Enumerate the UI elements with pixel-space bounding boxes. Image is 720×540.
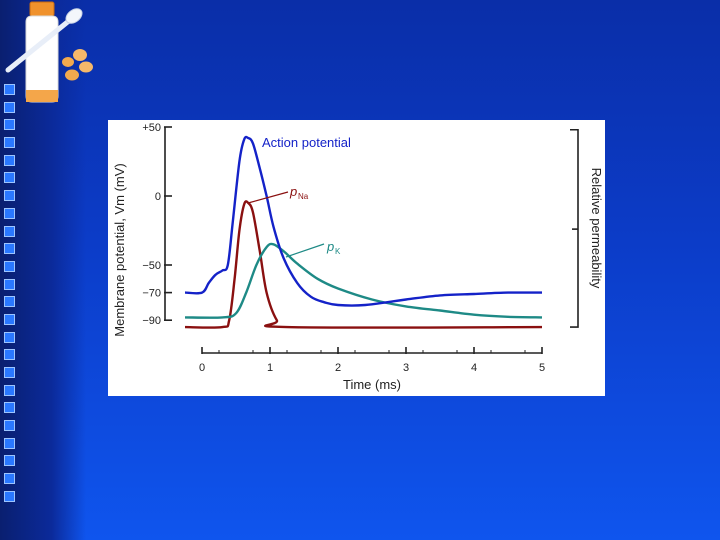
bullet-square	[4, 296, 15, 308]
annotation-pk: p	[326, 239, 334, 254]
chart-svg: +50 0 −50 −70 −90 Membrane potential, Vm (mV)…	[112, 122, 604, 392]
series-line-action-potential	[184, 135, 543, 307]
annotation-leader-pk	[285, 243, 325, 258]
chart-labels-group: +50 0 −50 −70 −90 Membrane potential, Vm (mV)…	[112, 122, 604, 392]
y-tick-label: −50	[142, 260, 161, 272]
bullet-square	[4, 84, 15, 95]
bullet-square	[4, 349, 15, 361]
bullet-square	[4, 455, 15, 467]
annotation-leader-pna	[247, 191, 289, 204]
y-tick-label: 0	[155, 191, 161, 203]
y-tick-label: −70	[142, 288, 161, 300]
bullet-square	[4, 243, 15, 255]
bullet-square	[4, 190, 15, 202]
bullet-square	[4, 331, 15, 343]
bullet-square	[4, 473, 15, 485]
bullet-squares-column	[4, 84, 20, 509]
bullet-square	[4, 313, 15, 325]
bullet-square	[4, 367, 15, 378]
bullet-square	[4, 137, 15, 149]
action-potential-chart: +50 0 −50 −70 −90 Membrane potential, Vm (mV)…	[108, 120, 605, 396]
bullet-square	[4, 154, 15, 166]
x-tick-label: 5	[539, 362, 545, 374]
bullet-square	[4, 278, 15, 290]
bullet-square	[4, 384, 15, 396]
y-tick-label: −90	[142, 315, 161, 327]
x-tick-label: 3	[403, 362, 409, 374]
x-tick-label: 4	[471, 362, 477, 374]
chart-series-group	[184, 135, 543, 329]
x-tick-label: 2	[335, 362, 341, 374]
bullet-square	[4, 437, 15, 449]
x-tick-label: 1	[267, 362, 273, 374]
bullet-square	[4, 420, 15, 432]
bullet-square	[4, 119, 15, 131]
bullet-square	[4, 207, 15, 219]
bullet-square	[4, 402, 15, 414]
annotation-pna-subscript: Na	[298, 192, 309, 201]
annotation-action-potential: Action potential	[262, 135, 351, 150]
series-line-pk	[184, 242, 543, 319]
bullet-square	[4, 172, 15, 184]
annotation-pk-subscript: K	[335, 247, 341, 256]
annotation-pna: p	[289, 184, 297, 199]
x-tick-label: 0	[199, 362, 205, 374]
medicine-bottle-spoon-pills-icon	[5, 1, 93, 103]
bullet-square	[4, 260, 15, 272]
bullet-square	[4, 225, 15, 237]
bullet-square	[4, 101, 15, 113]
y-tick-label: +50	[142, 122, 161, 134]
chart-axes	[164, 126, 579, 354]
right-axis-title: Relative permeability	[589, 168, 604, 289]
x-axis-title: Time (ms)	[343, 377, 401, 392]
y-axis-title: Membrane potential, Vm (mV)	[112, 163, 127, 336]
bullet-square	[4, 490, 15, 502]
